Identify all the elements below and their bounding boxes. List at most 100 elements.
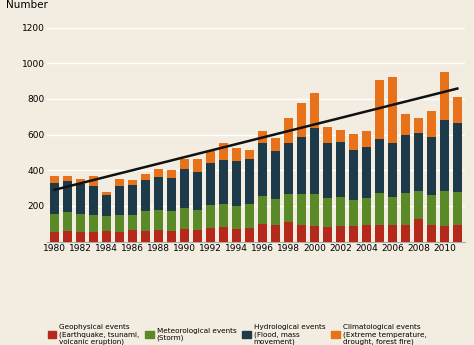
Bar (245, 159, 255, 204)
Bar (50, 183, 59, 214)
Bar (257, 224, 267, 241)
Bar (180, 208, 190, 229)
Bar (453, 97, 462, 123)
Bar (413, 219, 423, 242)
Bar (388, 142, 397, 197)
Bar (388, 197, 397, 226)
Bar (271, 225, 280, 241)
Bar (115, 186, 124, 215)
Bar (167, 211, 176, 231)
Bar (310, 128, 319, 194)
Bar (154, 177, 164, 210)
Bar (257, 144, 267, 196)
Bar (232, 161, 241, 206)
Bar (167, 178, 176, 211)
Bar (63, 181, 73, 212)
Bar (413, 133, 423, 191)
Bar (63, 212, 73, 231)
Bar (427, 137, 436, 195)
Bar (180, 169, 190, 208)
Legend: Geophysical events
(Earthquake, tsunami,
volcanic eruption), Meteorological even: Geophysical events (Earthquake, tsunami,… (47, 324, 427, 345)
Bar (219, 204, 228, 227)
Bar (245, 204, 255, 228)
Bar (141, 180, 150, 211)
Bar (76, 232, 85, 241)
Bar (374, 225, 384, 241)
Bar (141, 211, 150, 231)
Bar (192, 159, 202, 172)
Bar (141, 174, 150, 180)
Bar (388, 226, 397, 241)
Bar (154, 230, 164, 241)
Bar (206, 228, 215, 242)
Bar (439, 120, 449, 191)
Bar (206, 163, 215, 205)
Bar (206, 205, 215, 228)
Bar (101, 216, 111, 231)
Bar (401, 225, 410, 241)
Bar (362, 147, 371, 198)
Bar (50, 214, 59, 232)
Bar (63, 176, 73, 181)
Bar (348, 134, 358, 150)
Bar (388, 77, 397, 142)
Bar (101, 195, 111, 216)
Bar (141, 231, 150, 241)
Bar (257, 131, 267, 144)
Bar (128, 230, 137, 241)
Bar (219, 142, 228, 160)
Bar (89, 186, 99, 215)
Bar (297, 194, 306, 226)
Bar (271, 138, 280, 151)
Bar (283, 194, 293, 222)
Bar (192, 230, 202, 241)
Bar (283, 222, 293, 242)
Bar (232, 206, 241, 229)
Bar (374, 193, 384, 225)
Bar (101, 231, 111, 241)
Bar (167, 170, 176, 178)
Bar (401, 193, 410, 225)
Bar (115, 232, 124, 241)
Bar (297, 137, 306, 194)
Bar (206, 151, 215, 163)
Bar (76, 214, 85, 232)
Bar (310, 93, 319, 128)
Bar (245, 150, 255, 159)
Bar (310, 226, 319, 242)
Bar (63, 231, 73, 241)
Bar (271, 199, 280, 225)
Bar (362, 131, 371, 147)
Bar (271, 151, 280, 199)
Bar (180, 229, 190, 242)
Bar (439, 226, 449, 242)
Bar (180, 159, 190, 169)
Bar (245, 228, 255, 242)
Bar (427, 195, 436, 226)
Bar (322, 198, 332, 227)
Bar (232, 229, 241, 242)
Bar (50, 232, 59, 241)
Bar (192, 210, 202, 230)
Bar (413, 191, 423, 219)
Bar (154, 169, 164, 177)
Bar (232, 148, 241, 161)
Bar (50, 176, 59, 183)
Bar (219, 227, 228, 242)
Bar (283, 144, 293, 194)
Bar (89, 215, 99, 232)
Bar (453, 226, 462, 241)
Bar (167, 231, 176, 241)
Bar (336, 130, 345, 142)
Bar (362, 226, 371, 241)
Bar (219, 160, 228, 204)
Bar (439, 72, 449, 120)
Bar (115, 179, 124, 186)
Bar (322, 227, 332, 242)
Bar (128, 185, 137, 215)
Bar (297, 104, 306, 137)
Bar (453, 123, 462, 191)
Bar (310, 194, 319, 226)
Bar (89, 232, 99, 241)
Bar (362, 198, 371, 226)
